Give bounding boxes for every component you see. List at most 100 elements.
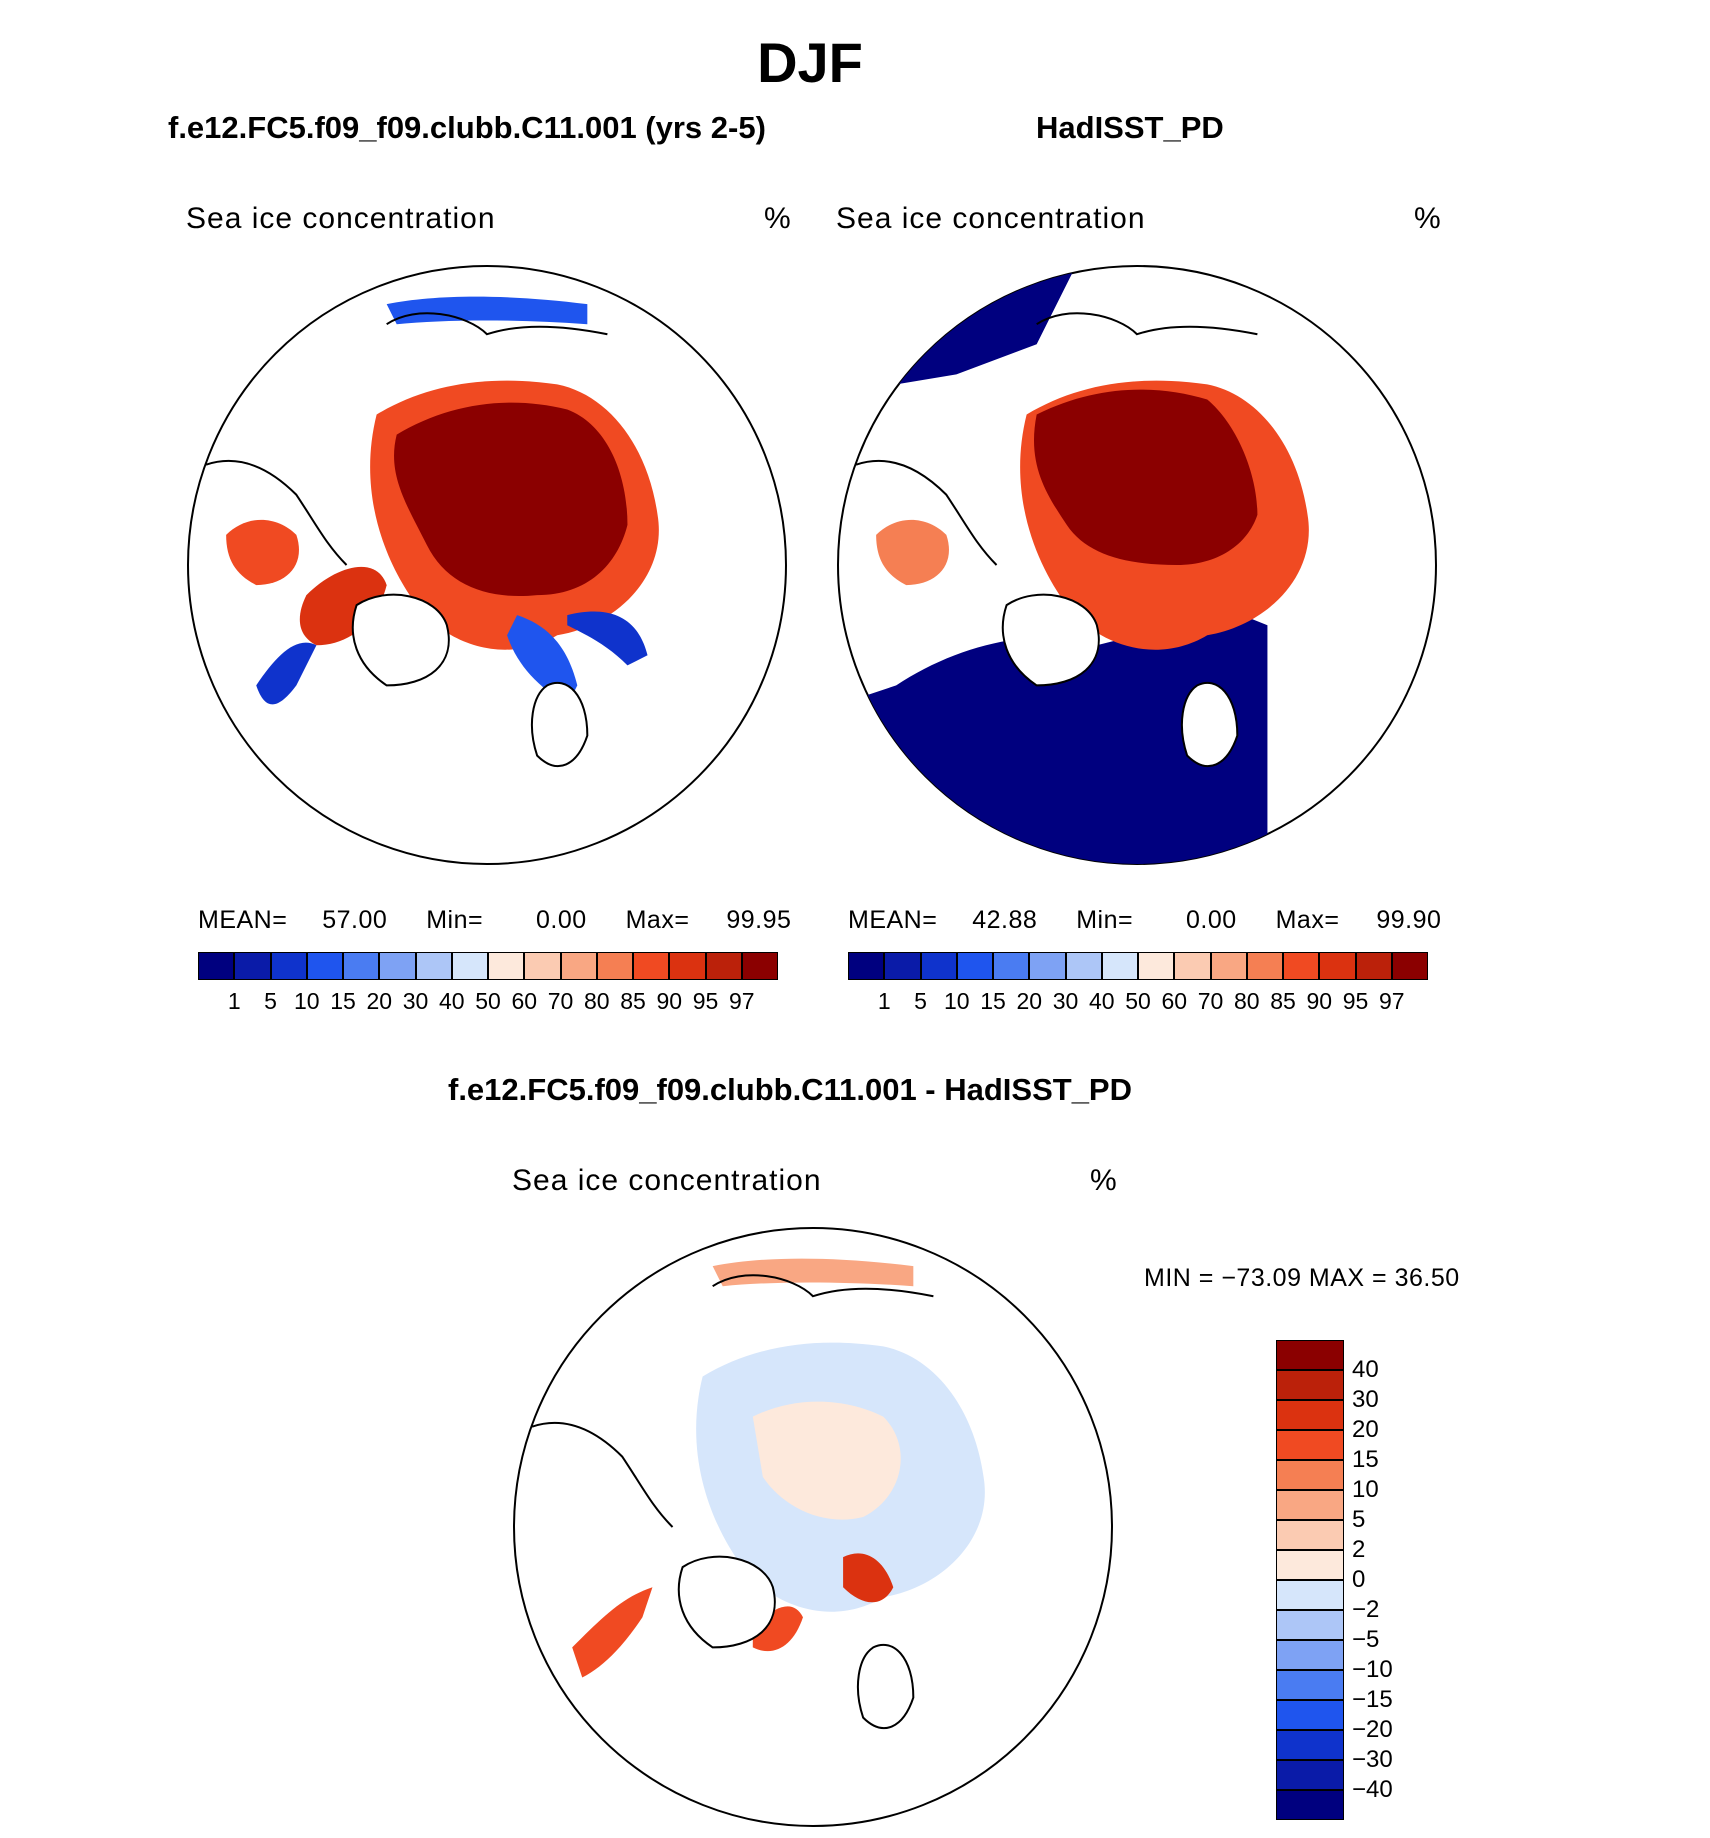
panel2-colorbar-ticks: 1 5 10 15 20 30 40 50 60 70 80 85 90 95 97 bbox=[848, 988, 1428, 1018]
panel1-colorbar-ticks: 1 5 10 15 20 30 40 50 60 70 80 85 90 95 97 bbox=[198, 988, 778, 1018]
colorbar-tick-label: −10 bbox=[1352, 1656, 1393, 1683]
colorbar-swatch bbox=[1210, 952, 1247, 980]
colorbar-tick-label: 10 bbox=[1352, 1476, 1379, 1503]
colorbar-tick-label: 90 bbox=[656, 988, 683, 1014]
colorbar-tick-label: −30 bbox=[1352, 1746, 1393, 1773]
diff-arctic-slight-positive bbox=[752, 1401, 901, 1520]
colorbar-swatch bbox=[1276, 1340, 1344, 1370]
colorbar-swatch bbox=[1283, 952, 1320, 980]
colorbar-tick-label: 5 bbox=[1352, 1506, 1366, 1533]
diff-greenland bbox=[677, 1555, 776, 1649]
colorbar-swatch bbox=[1276, 1700, 1344, 1730]
panel2-min-value: 0.00 bbox=[1186, 906, 1237, 934]
colorbar-swatch bbox=[993, 952, 1030, 980]
colorbar-tick-label: 85 bbox=[1270, 988, 1296, 1014]
colorbar-swatch bbox=[1276, 1610, 1344, 1640]
colorbar-swatch bbox=[1101, 952, 1138, 980]
colorbar-tick-label: 70 bbox=[547, 988, 574, 1014]
colorbar-swatch bbox=[1276, 1670, 1344, 1700]
colorbar-swatch bbox=[1276, 1460, 1344, 1490]
colorbar-tick-label: 15 bbox=[980, 988, 1006, 1014]
colorbar-tick-label: 40 bbox=[1088, 988, 1115, 1014]
colorbar-tick-label: 20 bbox=[1352, 1416, 1379, 1443]
colorbar-tick-label: 5 bbox=[264, 988, 277, 1014]
colorbar-swatch bbox=[379, 952, 416, 980]
colorbar-swatch bbox=[524, 952, 561, 980]
colorbar-swatch bbox=[1319, 952, 1356, 980]
colorbar-swatch bbox=[415, 952, 452, 980]
colorbar-swatch bbox=[633, 952, 670, 980]
colorbar-swatch bbox=[1276, 1580, 1344, 1610]
colorbar-tick-label: 70 bbox=[1197, 988, 1224, 1014]
panel1-variable-label: Sea ice concentration bbox=[186, 202, 496, 235]
colorbar-tick-label: 60 bbox=[511, 988, 538, 1014]
colorbar-tick-label: 20 bbox=[366, 988, 393, 1014]
panel1-scandinavia bbox=[530, 681, 589, 767]
colorbar-swatch bbox=[741, 952, 778, 980]
figure-title: DJF bbox=[757, 31, 863, 94]
colorbar-swatch bbox=[848, 952, 885, 980]
colorbar-tick-label: 95 bbox=[1342, 988, 1369, 1014]
colorbar-swatch bbox=[669, 952, 706, 980]
diff-coast-asia bbox=[712, 1274, 934, 1298]
panel1-colorbar bbox=[198, 952, 778, 980]
diff-labrador-positive bbox=[572, 1587, 653, 1678]
diff-bering-positive bbox=[712, 1258, 914, 1287]
panel2-coast-asia bbox=[1036, 312, 1258, 336]
colorbar-swatch bbox=[1355, 952, 1392, 980]
panel1-map bbox=[187, 265, 787, 865]
colorbar-swatch bbox=[1065, 952, 1102, 980]
colorbar-swatch bbox=[1276, 1400, 1344, 1430]
panel2-coast-america bbox=[855, 459, 998, 566]
colorbar-swatch bbox=[1029, 952, 1066, 980]
colorbar-tick-label: −20 bbox=[1352, 1716, 1393, 1743]
panel1-mean-label: MEAN= bbox=[198, 906, 288, 934]
colorbar-tick-label: 1 bbox=[227, 988, 241, 1014]
colorbar-swatch bbox=[306, 952, 343, 980]
colorbar-tick-label: 80 bbox=[1233, 988, 1260, 1014]
colorbar-swatch bbox=[234, 952, 271, 980]
panel1-baffin-ice bbox=[299, 566, 387, 646]
panel2-mean-value: 42.88 bbox=[972, 906, 1038, 934]
diff-units-label: % bbox=[1090, 1164, 1118, 1197]
diff-title: f.e12.FC5.f09_f09.clubb.C11.001 - HadISS… bbox=[448, 1072, 1132, 1107]
colorbar-tick-label: 15 bbox=[1352, 1446, 1379, 1473]
colorbar-tick-label: 20 bbox=[1016, 988, 1043, 1014]
colorbar-swatch bbox=[488, 952, 525, 980]
colorbar-swatch bbox=[1276, 1520, 1344, 1550]
colorbar-swatch bbox=[1276, 1730, 1344, 1760]
colorbar-swatch bbox=[920, 952, 957, 980]
panel2-scandinavia bbox=[1180, 681, 1239, 767]
colorbar-tick-label: −40 bbox=[1352, 1776, 1393, 1803]
colorbar-swatch bbox=[1174, 952, 1211, 980]
colorbar-tick-label: 0 bbox=[1352, 1566, 1366, 1593]
panel1-title: f.e12.FC5.f09_f09.clubb.C11.001 (yrs 2-5… bbox=[168, 110, 766, 145]
colorbar-tick-label: 40 bbox=[1352, 1356, 1379, 1383]
panel1-ice-core bbox=[394, 402, 628, 597]
colorbar-swatch bbox=[1276, 1430, 1344, 1460]
colorbar-tick-label: 97 bbox=[728, 988, 755, 1014]
panel1-coast-america bbox=[205, 459, 348, 566]
colorbar-swatch bbox=[1276, 1370, 1344, 1400]
panel2-variable-label: Sea ice concentration bbox=[836, 202, 1146, 235]
colorbar-swatch bbox=[270, 952, 307, 980]
colorbar-tick-label: 50 bbox=[1125, 988, 1151, 1014]
colorbar-tick-label: 1 bbox=[877, 988, 891, 1014]
colorbar-swatch bbox=[1276, 1490, 1344, 1520]
diff-scandinavia bbox=[856, 1643, 915, 1729]
panel1-labrador-ice bbox=[226, 519, 299, 586]
colorbar-tick-label: 80 bbox=[583, 988, 610, 1014]
panel2-max-value: 99.90 bbox=[1376, 906, 1442, 934]
colorbar-swatch bbox=[451, 952, 488, 980]
panel2-title: HadISST_PD bbox=[1036, 110, 1224, 145]
colorbar-tick-label: 97 bbox=[1378, 988, 1405, 1014]
colorbar-tick-label: 5 bbox=[914, 988, 927, 1014]
panel2-colorbar bbox=[848, 952, 1428, 980]
panel2-greenland bbox=[1001, 593, 1100, 687]
diff-map bbox=[513, 1227, 1113, 1827]
colorbar-tick-label: 30 bbox=[1352, 1386, 1379, 1413]
panel1-labrador-edge bbox=[256, 642, 317, 705]
colorbar-swatch bbox=[705, 952, 742, 980]
panel1-coast-asia bbox=[386, 312, 608, 336]
colorbar-swatch bbox=[1276, 1550, 1344, 1580]
